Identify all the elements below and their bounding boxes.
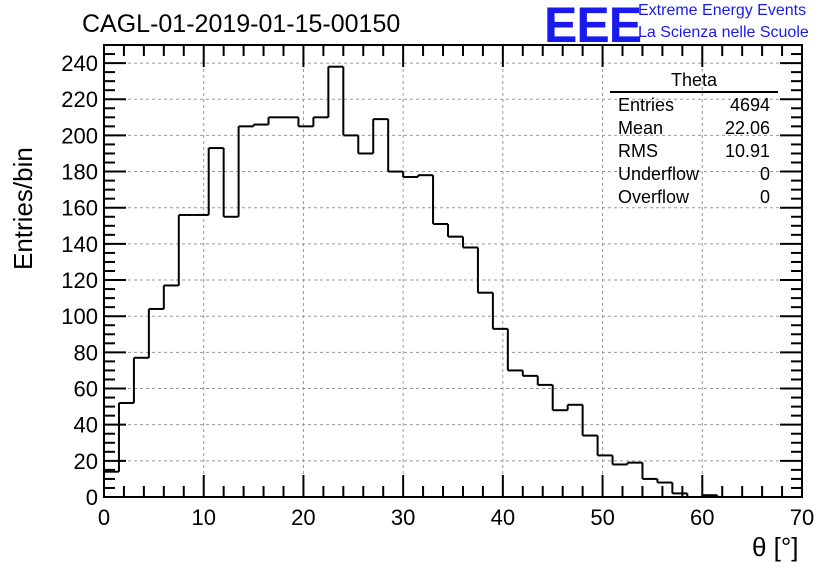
y-tick-label: 0	[86, 485, 98, 510]
y-axis-label: Entries/bin	[8, 147, 38, 270]
stats-row-underflow: Underflow 0	[610, 162, 778, 185]
grid-lines	[104, 45, 802, 497]
y-tick-label: 180	[61, 160, 98, 185]
y-tick-label: 240	[61, 51, 98, 76]
plot-frame	[103, 44, 803, 498]
stats-label: Entries	[618, 95, 675, 115]
stats-value: 10.91	[724, 141, 770, 161]
x-tick-label: 20	[291, 505, 315, 530]
stats-value: 0	[759, 187, 770, 207]
stats-value: 4694	[729, 95, 770, 115]
y-tick-label: 120	[61, 268, 98, 293]
stats-row-mean: Mean 22.06	[610, 116, 778, 139]
stats-rows: Entries 4694 Mean 22.06 RMS 10.91 Underflow 0 Ov…	[610, 93, 778, 208]
stats-label: Underflow	[618, 164, 700, 184]
y-tick-label: 220	[61, 87, 98, 112]
stats-value: 0	[759, 164, 770, 184]
x-tick-label: 70	[790, 505, 814, 530]
stats-label: RMS	[618, 141, 658, 161]
x-tick-label: 60	[690, 505, 714, 530]
x-tick-label: 50	[590, 505, 614, 530]
y-tick-label: 100	[61, 304, 98, 329]
stats-row-overflow: Overflow 0	[610, 185, 778, 208]
tick-labels: 0 20 40 60 80 100 120 140 160 180 200 220 240 0 10 20 30…	[61, 51, 814, 530]
x-axis-label: θ [°]	[752, 532, 799, 562]
y-tick-label: 40	[74, 413, 98, 438]
y-tick-label: 60	[74, 377, 98, 402]
y-tick-label: 160	[61, 196, 98, 221]
y-tick-label: 200	[61, 123, 98, 148]
stats-value: 22.06	[724, 118, 770, 138]
chart-title: CAGL-01-2019-01-15-00150	[82, 10, 401, 38]
stats-row-rms: RMS 10.91	[610, 139, 778, 162]
logo-line-1: Extreme Energy Events	[638, 2, 807, 19]
histogram-bins	[103, 65, 719, 497]
stats-label: Mean	[618, 118, 664, 138]
eee-logo-mark: EEE	[544, 0, 642, 53]
stats-label: Overflow	[618, 187, 690, 207]
x-tick-label: 10	[191, 505, 215, 530]
logo-line-2: La Scienza nelle Scuole	[638, 24, 809, 41]
y-tick-label: 80	[74, 340, 98, 365]
x-tick-label: 0	[98, 505, 110, 530]
stats-title: Theta	[610, 70, 778, 93]
stats-row-entries: Entries 4694	[610, 93, 778, 116]
y-tick-label: 140	[61, 232, 98, 257]
x-tick-label: 40	[491, 505, 515, 530]
y-tick-label: 20	[74, 449, 98, 474]
stats-box: Theta Entries 4694 Mean 22.06 RMS 10.91 Underf…	[610, 70, 778, 208]
x-tick-label: 30	[391, 505, 415, 530]
